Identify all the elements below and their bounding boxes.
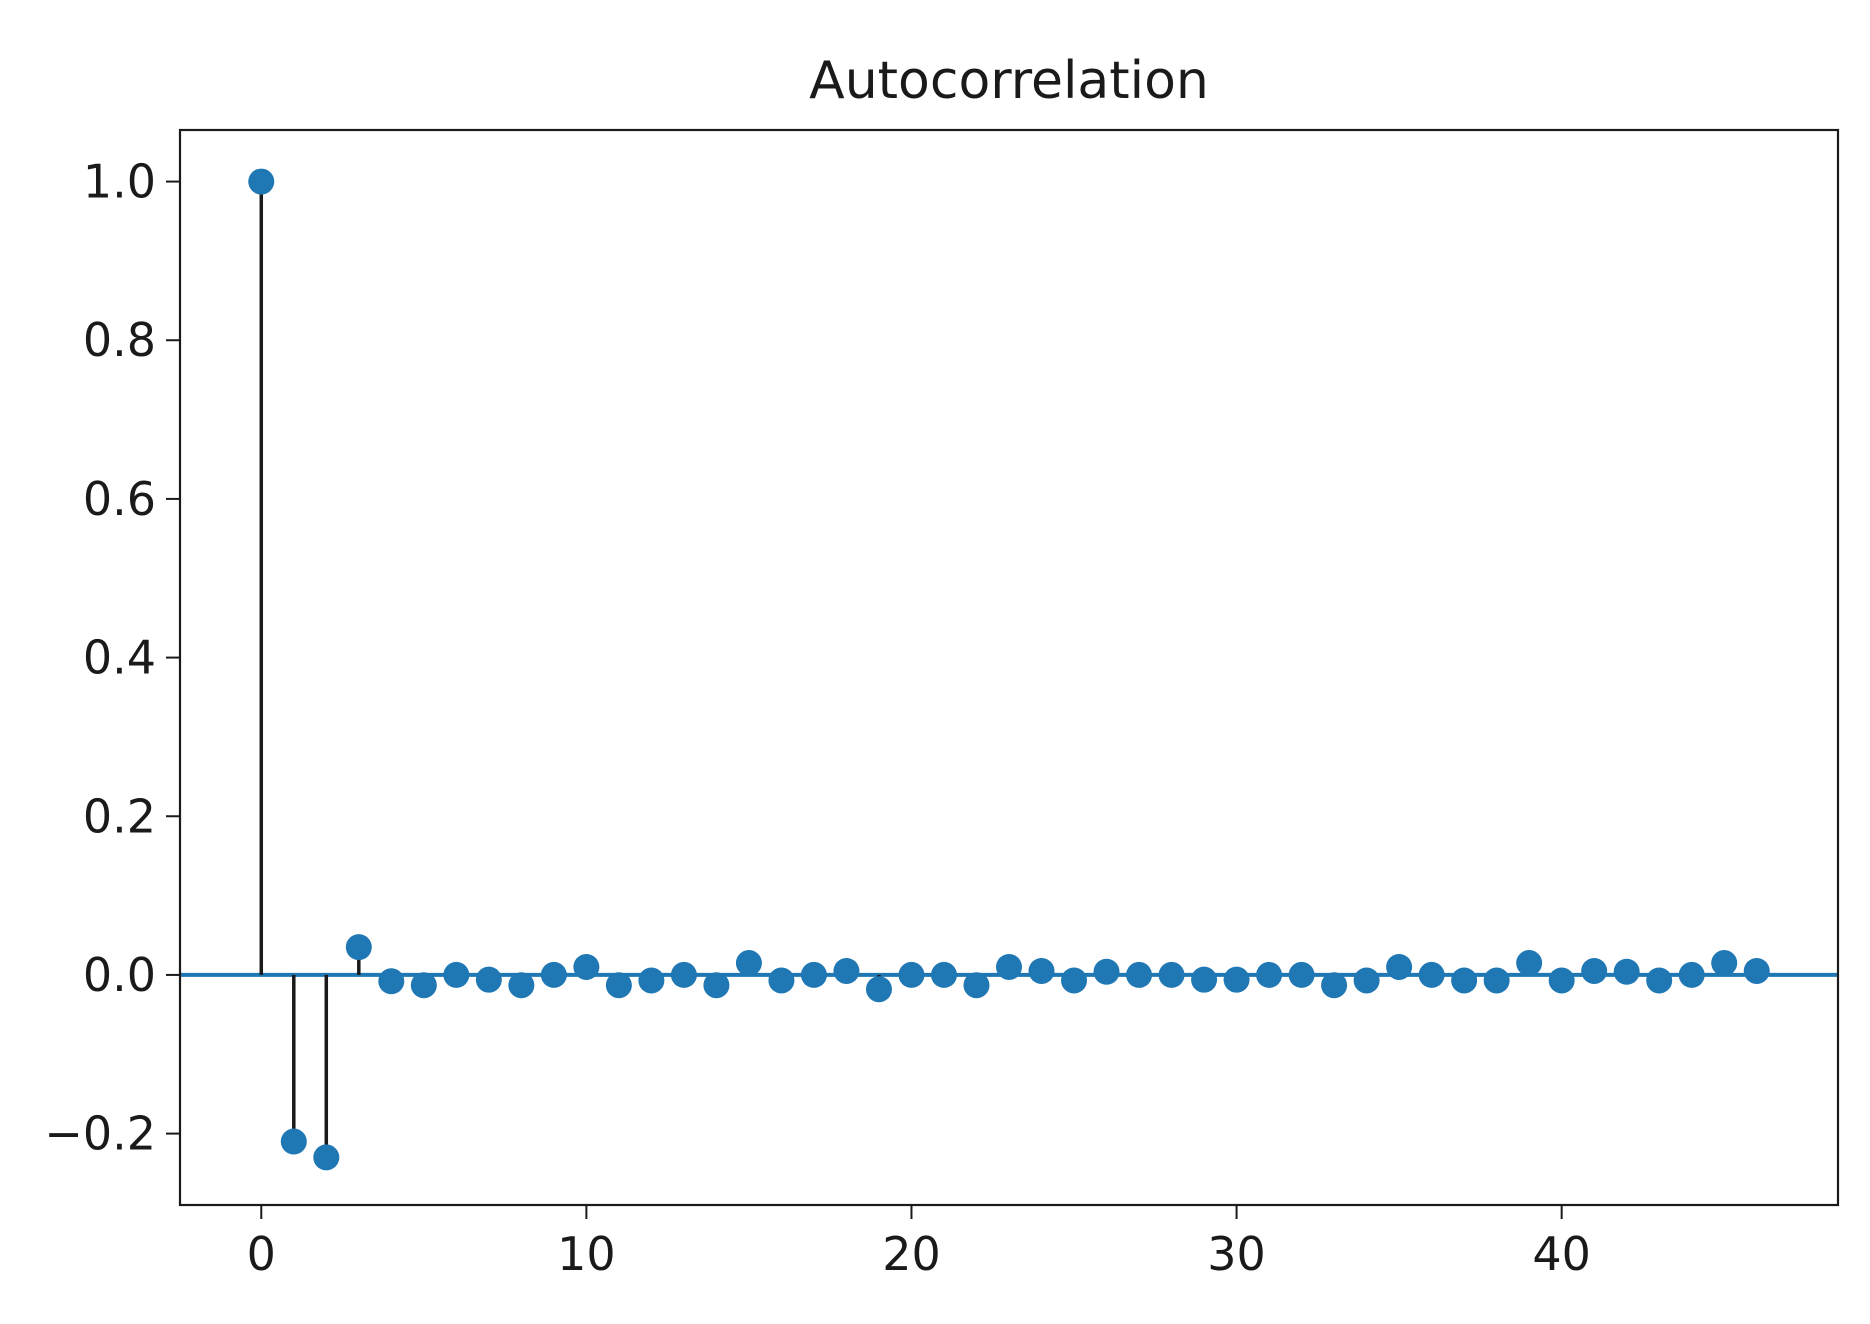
acf-point (1158, 961, 1185, 988)
acf-point (1061, 967, 1088, 994)
acf-point (833, 957, 860, 984)
y-tick-label: 0.0 (83, 948, 156, 1002)
y-tick-label: 0.2 (83, 789, 156, 843)
acf-point (996, 953, 1022, 980)
acf-point (378, 968, 405, 995)
y-tick-label: 0.6 (83, 472, 156, 526)
x-tick-label: 40 (1532, 1227, 1591, 1281)
acf-point (443, 961, 470, 988)
acf-point (1743, 957, 1770, 984)
acf-point (1288, 961, 1315, 988)
acf-point (475, 966, 502, 993)
plot-frame (178, 128, 1840, 1207)
acf-point (670, 961, 697, 988)
acf-point (1646, 967, 1673, 994)
y-tick-label: 1.0 (83, 155, 156, 209)
acf-point (280, 1128, 307, 1155)
acf-point (1548, 967, 1575, 994)
acf-point (1386, 953, 1413, 980)
acf-point (1483, 967, 1510, 994)
acf-point (1223, 966, 1250, 993)
acf-point (508, 972, 535, 999)
y-tick-label: −0.2 (44, 1107, 156, 1161)
x-tick-label: 10 (557, 1227, 616, 1281)
x-tick-label: 20 (882, 1227, 941, 1281)
acf-point (1613, 958, 1640, 985)
acf-point (1321, 972, 1348, 999)
acf-point (800, 961, 827, 988)
y-tick-label: 0.4 (83, 631, 156, 685)
points-layer (248, 168, 1770, 1171)
acf-point (1451, 967, 1478, 994)
acf-point (1516, 950, 1543, 977)
acf-point (248, 168, 275, 195)
x-tick-label: 0 (247, 1227, 276, 1281)
acf-point (1353, 967, 1380, 994)
acf-point (313, 1144, 340, 1171)
acf-point (930, 961, 957, 988)
acf-point (540, 961, 567, 988)
x-tick-label: 30 (1207, 1227, 1266, 1281)
axis-ticks: 0 10 20 30 40 −0.2 0.0 0.2 0.4 0.6 0.8 1.0 (44, 155, 1591, 1281)
acf-point (638, 967, 665, 994)
chart-title: Autocorrelation (809, 51, 1209, 111)
acf-point (573, 953, 600, 980)
acf-point (768, 967, 795, 994)
acf-point (1028, 957, 1055, 984)
acf-point (345, 934, 372, 961)
acf-point (1093, 958, 1120, 985)
acf-point (703, 972, 730, 999)
y-tick-label: 0.8 (83, 313, 156, 367)
acf-point (1678, 961, 1705, 988)
acf-point (865, 976, 892, 1003)
acf-point (1126, 961, 1153, 988)
acf-point (605, 972, 632, 999)
acf-point (1581, 957, 1608, 984)
acf-point (1418, 961, 1445, 988)
acf-point (1711, 950, 1738, 977)
acf-point (735, 950, 762, 977)
acf-point (410, 972, 437, 999)
acf-point (898, 961, 925, 988)
acf-point (1191, 966, 1218, 993)
acf-point (963, 972, 990, 999)
acf-point (1256, 961, 1283, 988)
